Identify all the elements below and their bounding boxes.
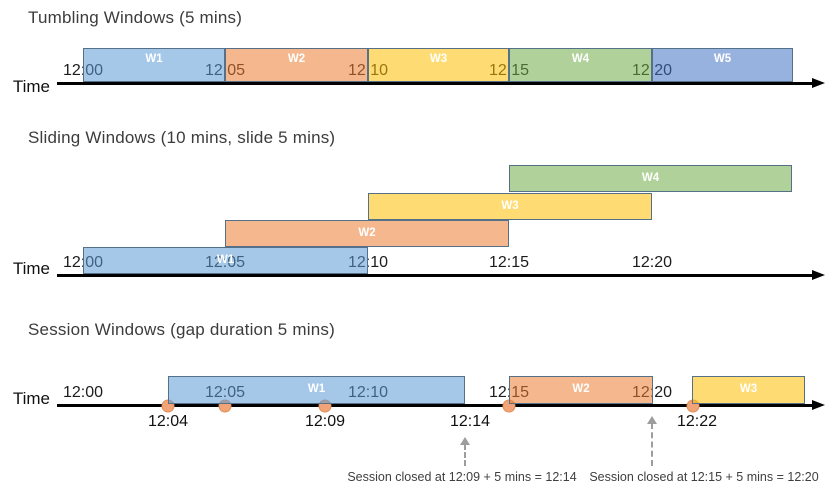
callout-text-0: Session closed at 12:09 + 5 mins = 12:14 <box>347 470 577 484</box>
window-label-tumbling-w1: W1 <box>145 53 163 65</box>
window-bar-tumbling-w4: W4 <box>509 48 652 82</box>
window-label-session-w3: W3 <box>739 383 758 396</box>
window-label-tumbling-w5: W5 <box>713 53 732 65</box>
section-title-session: Session Windows (gap duration 5 mins) <box>28 320 335 339</box>
window-bar-session-w1: W1 <box>168 376 465 404</box>
tick-sliding-12-15: 12:15 <box>488 254 530 271</box>
timeline-tumbling <box>57 82 812 85</box>
timeline-session <box>57 404 812 407</box>
timeline-arrowhead-icon-session <box>812 399 825 410</box>
window-bar-sliding-w1: W1 <box>83 247 368 274</box>
window-bar-tumbling-w2: W2 <box>225 48 368 82</box>
window-bar-session-w3: W3 <box>692 376 805 404</box>
window-label-sliding-w4: W4 <box>641 171 660 184</box>
callout-arrow-line-0 <box>464 444 466 466</box>
tick-session-12-00: 12:00 <box>62 384 104 401</box>
window-bar-sliding-w3: W3 <box>368 193 652 220</box>
callout-text-1: Session closed at 12:15 + 5 mins = 12:20 <box>589 470 819 484</box>
timeline-arrowhead-icon-tumbling <box>812 77 825 88</box>
callout-arrowhead-icon-1 <box>647 416 657 424</box>
window-bar-sliding-w2: W2 <box>225 220 509 247</box>
window-label-sliding-w1: W1 <box>216 253 235 266</box>
section-title-tumbling: Tumbling Windows (5 mins) <box>28 8 243 27</box>
window-label-session-w1: W1 <box>307 383 326 396</box>
callout-arrow-line-1 <box>651 423 653 466</box>
section-title-sliding: Sliding Windows (10 mins, slide 5 mins) <box>28 128 336 147</box>
time-axis-label-sliding: Time <box>12 259 50 278</box>
event-time-label-12-22: 12:22 <box>676 413 718 430</box>
event-time-label-12-09: 12:09 <box>304 413 346 430</box>
window-bar-session-w2: W2 <box>509 376 653 404</box>
window-label-tumbling-w2: W2 <box>287 53 306 65</box>
window-bar-sliding-w4: W4 <box>509 165 792 192</box>
callout-arrowhead-icon-0 <box>460 437 470 445</box>
window-bar-tumbling-w5: W5 <box>652 48 793 82</box>
window-bar-tumbling-w1: W1 <box>83 48 225 82</box>
window-label-sliding-w3: W3 <box>501 199 519 212</box>
window-label-tumbling-w3: W3 <box>429 53 448 65</box>
timeline-sliding <box>57 274 812 277</box>
timeline-arrowhead-icon-sliding <box>812 269 825 280</box>
window-label-session-w2: W2 <box>572 383 590 396</box>
window-bar-tumbling-w3: W3 <box>368 48 509 82</box>
event-time-label-12-04: 12:04 <box>147 413 189 430</box>
window-label-tumbling-w4: W4 <box>571 53 590 65</box>
event-time-label-12-14: 12:14 <box>449 413 491 430</box>
window-label-sliding-w2: W2 <box>358 226 376 239</box>
time-axis-label-tumbling: Time <box>12 77 50 96</box>
tick-sliding-12-20: 12:20 <box>631 254 673 271</box>
time-axis-label-session: Time <box>12 389 50 408</box>
